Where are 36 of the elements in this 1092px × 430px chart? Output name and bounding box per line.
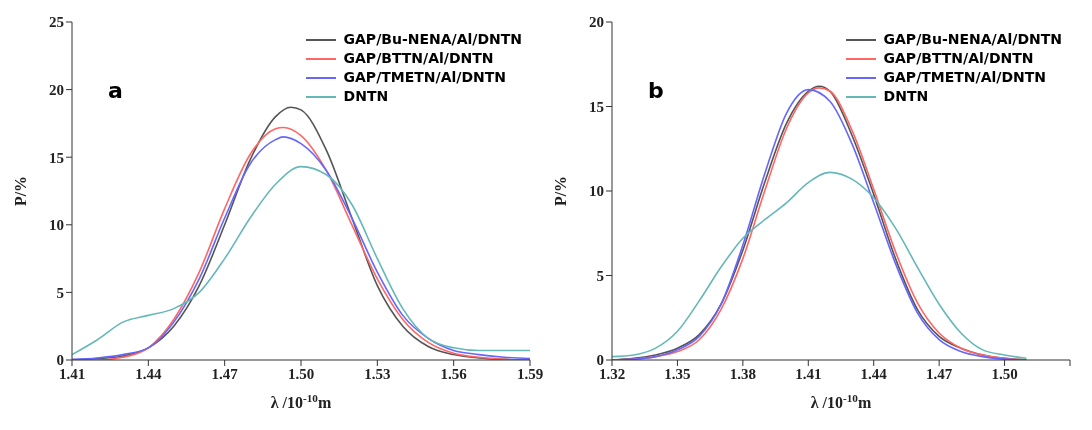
y-tick-label: 5 [596,267,604,284]
y-tick-label: 15 [49,149,64,166]
x-tick-label: 1.47 [211,365,239,382]
y-tick-label: 10 [49,217,64,234]
legend-label: DNTN [343,87,389,106]
x-tick-label: 1.44 [135,365,162,382]
x-tick-label: 1.50 [287,365,315,382]
legend-label: GAP/BTTN/Al/DNTN [883,49,1034,68]
line-series [612,171,1028,360]
x-axis-title: λ /10$^{-10}$m [270,392,332,411]
x-tick-label: 1.56 [440,365,468,382]
y-tick-label: 25 [49,14,64,31]
legend-label: GAP/TMETN/Al/DNTN [883,68,1047,87]
y-axis-title: P/% [551,175,569,207]
legend-label: DNTN [883,87,929,106]
y-tick-label: 20 [49,81,64,98]
x-tick-label: 1.53 [364,365,391,382]
x-tick-label: 1.47 [926,365,953,382]
legend-label: GAP/Bu-NENA/Al/DNTN [883,30,1062,49]
x-axis-title: λ /10$^{-10}$m [810,392,872,411]
x-tick-label: 1.44 [860,365,888,382]
y-tick-label: 5 [56,284,64,301]
annotation: b [648,78,664,103]
legend-label: GAP/TMETN/Al/DNTN [343,68,507,87]
x-tick-label: 1.35 [664,365,691,382]
legend-label: GAP/BTTN/Al/DNTN [343,49,494,68]
y-tick-label: 10 [589,183,604,200]
y-axis-title: P/% [11,175,29,207]
legend-label: GAP/Bu-NENA/Al/DNTN [343,30,522,49]
y-tick-label: 20 [589,14,604,31]
x-tick-label: 1.50 [991,365,1018,382]
x-tick-label: 1.41 [795,365,822,382]
x-tick-label: 1.59 [516,365,544,382]
annotation: a [108,78,123,103]
y-tick-label: 15 [589,98,604,115]
x-tick-label: 1.38 [729,365,756,382]
